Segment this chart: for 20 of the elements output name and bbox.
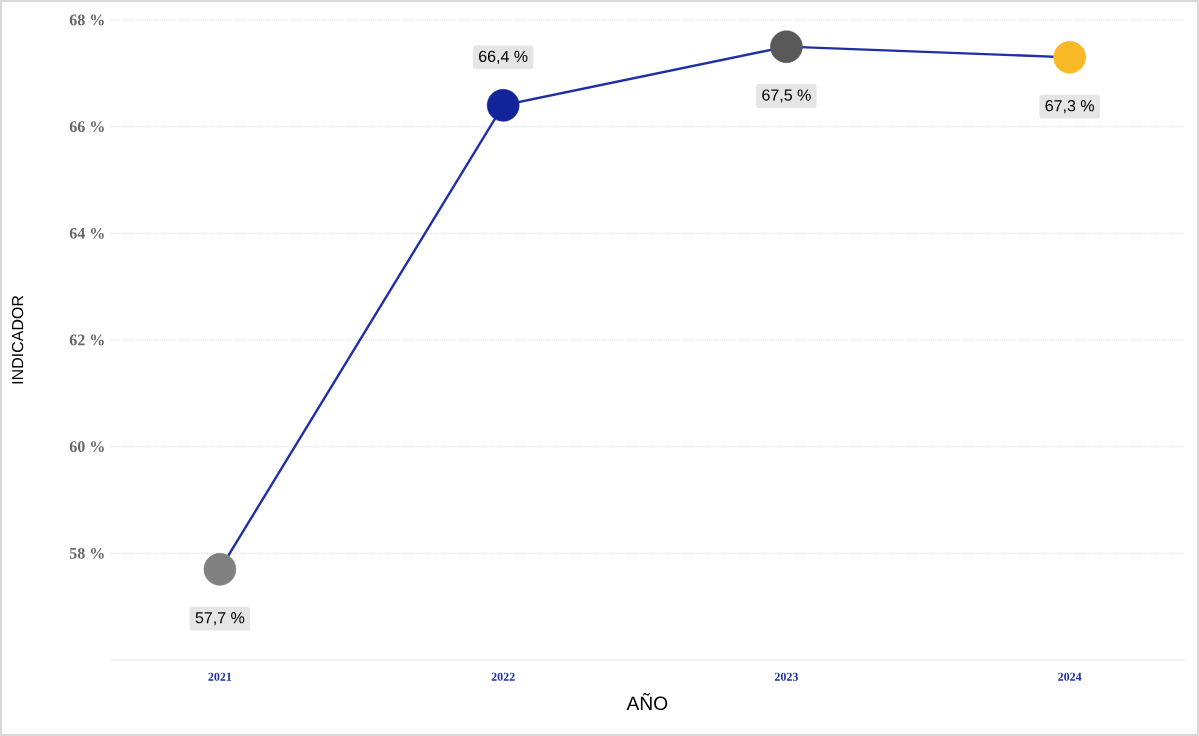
y-tick-label: 60 %	[69, 441, 104, 453]
point	[486, 89, 520, 122]
x-tick-label: 2023	[774, 672, 798, 681]
y-axis-title: INDICADOR	[11, 295, 24, 384]
data-label: 57,7 %	[195, 612, 245, 626]
data-label: 67,3 %	[1045, 100, 1094, 114]
point	[1053, 41, 1086, 74]
x-tick-label: 2024	[1058, 672, 1082, 681]
x-axis-title: AÑO	[626, 693, 668, 711]
y-tick-label: 68 %	[69, 14, 104, 26]
x-tick-label: 2021	[208, 672, 232, 681]
y-tick-label: 66 %	[69, 121, 104, 133]
data-label: 66,4 %	[479, 50, 528, 64]
data-label: 67,5 %	[762, 89, 811, 103]
y-tick-label: 58 %	[69, 547, 104, 559]
y-tick-label: 62 %	[69, 334, 104, 346]
y-tick-label: 64 %	[69, 227, 104, 239]
x-tick-label: 2022	[491, 672, 515, 681]
point	[770, 30, 803, 63]
point	[203, 553, 237, 586]
